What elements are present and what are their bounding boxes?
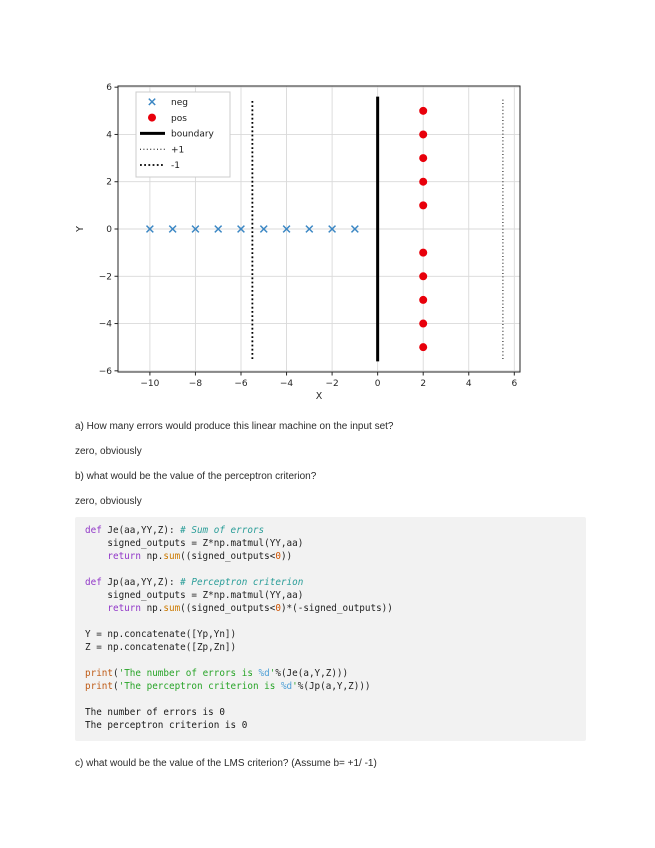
pos-marker <box>419 248 428 257</box>
legend-neg-marker <box>148 98 156 106</box>
x-tick-label: 2 <box>420 379 426 389</box>
x-tick-label: −2 <box>325 379 338 389</box>
code-line: Y = np.concatenate([Yp,Yn]) <box>85 629 237 640</box>
code-cell: def Je(aa,YY,Z): # Sum of errors signed_… <box>75 517 586 741</box>
pos-marker <box>419 201 428 210</box>
x-tick-label: −10 <box>140 379 159 389</box>
code-line: signed_outputs = Z*np.matmul(YY,aa) <box>85 590 304 601</box>
code-line: return np.sum((signed_outputs<0)*(-signe… <box>107 603 393 614</box>
x-tick-label: 0 <box>375 379 381 389</box>
code-line: def Jp(aa,YY,Z): # Perceptron criterion <box>85 577 304 588</box>
pos-marker <box>419 343 428 352</box>
legend-label: neg <box>171 98 188 108</box>
pos-marker <box>419 106 428 115</box>
neg-marker <box>145 225 154 233</box>
question-b: b) what would be the value of the percep… <box>75 471 317 482</box>
pos-marker <box>419 319 428 328</box>
code-line: Z = np.concatenate([Zp,Zn]) <box>85 642 237 653</box>
y-tick-label: 6 <box>106 83 112 93</box>
code-line: print('The number of errors is %d'%(Je(a… <box>85 668 349 679</box>
y-tick-label: 2 <box>106 178 112 188</box>
x-tick-label: 4 <box>466 379 472 389</box>
pos-marker <box>419 177 428 186</box>
legend-pos-marker <box>148 113 156 122</box>
y-axis-label: Y <box>75 226 86 233</box>
code-line <box>85 654 576 667</box>
code-line: signed_outputs = Z*np.matmul(YY,aa) <box>85 538 304 549</box>
legend-label: -1 <box>171 161 180 171</box>
y-tick-label: −2 <box>99 272 112 282</box>
pos-marker <box>419 154 428 163</box>
neg-marker <box>214 225 223 233</box>
question-c: c) what would be the value of the LMS cr… <box>75 758 377 769</box>
x-tick-label: −8 <box>189 379 203 389</box>
question-a: a) How many errors would produce this li… <box>75 421 394 432</box>
pos-marker <box>419 272 428 281</box>
code-line: def Je(aa,YY,Z): # Sum of errors <box>85 525 265 536</box>
output-line: The perceptron criterion is 0 <box>85 720 248 731</box>
answer-b: zero, obviously <box>75 496 142 507</box>
x-tick-label: −6 <box>234 379 248 389</box>
code-line <box>85 563 576 576</box>
y-tick-label: −6 <box>99 367 113 377</box>
code-line <box>85 615 576 628</box>
code-line: print('The perceptron criterion is %d'%(… <box>85 681 371 692</box>
x-axis-label: X <box>316 391 323 402</box>
neg-marker <box>191 225 200 233</box>
answer-a: zero, obviously <box>75 446 142 457</box>
neg-marker <box>237 225 245 233</box>
y-tick-label: −4 <box>99 320 113 330</box>
neg-marker <box>350 225 359 233</box>
code-line <box>85 693 576 706</box>
x-tick-label: −4 <box>280 379 294 389</box>
x-tick-label: 6 <box>511 379 517 389</box>
legend-label: boundary <box>171 130 215 140</box>
neg-marker <box>305 225 314 233</box>
y-tick-label: 4 <box>106 130 112 140</box>
neg-marker <box>282 225 291 233</box>
pos-marker <box>419 295 428 304</box>
neg-marker <box>168 225 177 233</box>
neg-marker <box>328 225 337 233</box>
code-line: return np.sum((signed_outputs<0)) <box>107 551 293 562</box>
neg-marker <box>259 225 268 233</box>
pos-marker <box>419 130 428 139</box>
legend-label: pos <box>171 114 187 124</box>
y-tick-label: 0 <box>106 225 112 235</box>
output-line: The number of errors is 0 <box>85 707 225 718</box>
legend-label: +1 <box>171 145 184 155</box>
